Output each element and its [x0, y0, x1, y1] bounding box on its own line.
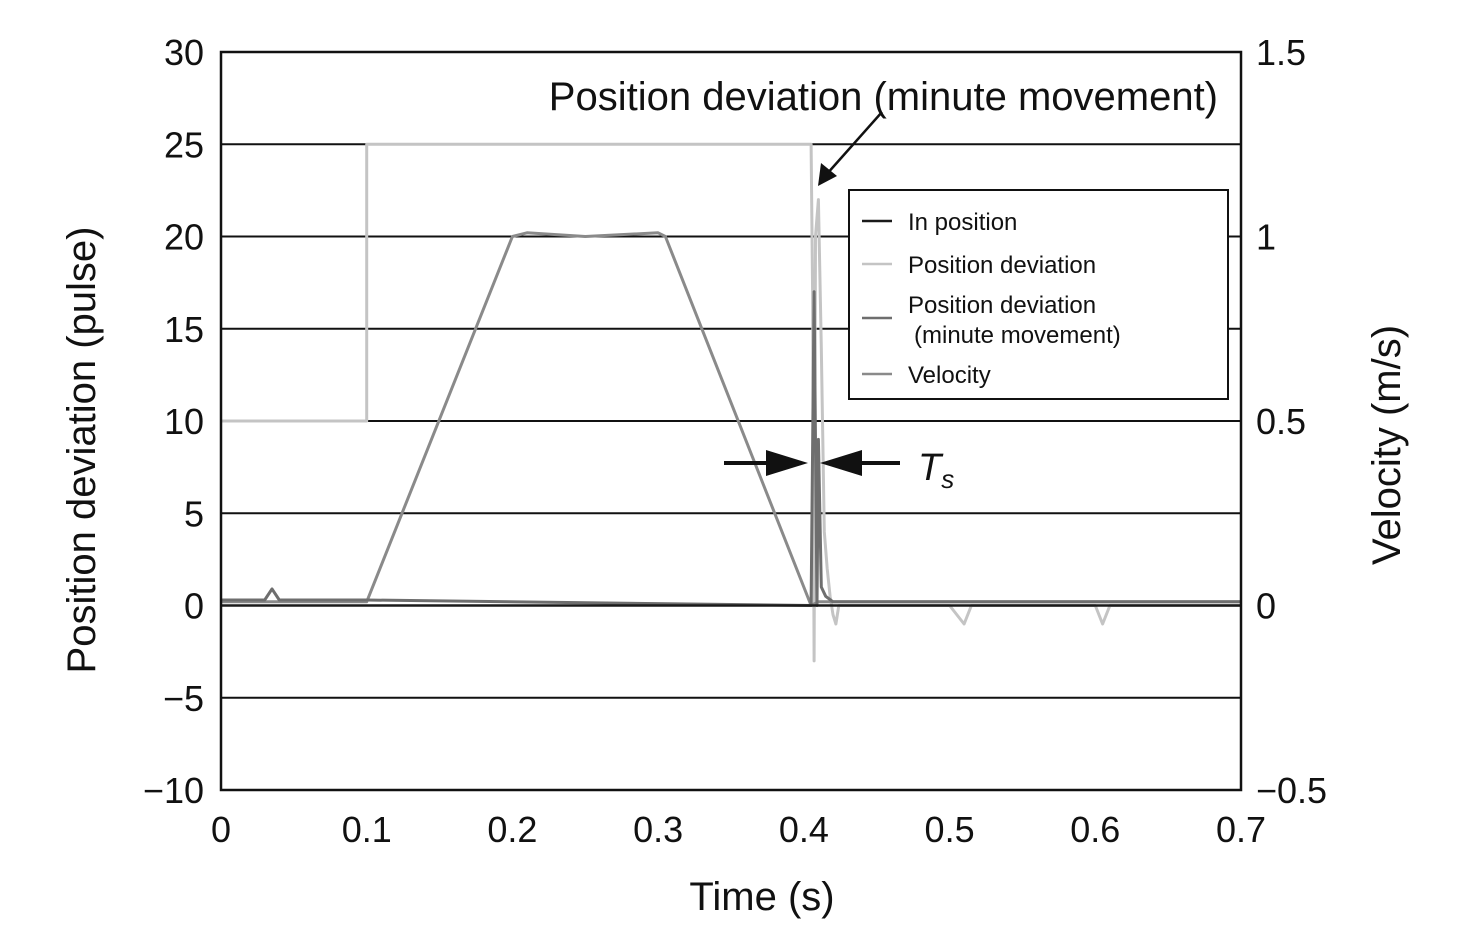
- legend-label-minute-movement: Position deviation (minute movement): [908, 292, 1121, 349]
- y-tick-label: −5: [163, 678, 204, 719]
- y-tick-label: 30: [164, 32, 204, 73]
- y-tick-label: 15: [164, 309, 204, 350]
- annotation-arrow-line: [825, 111, 883, 176]
- x-tick-label: 0.1: [342, 809, 392, 850]
- x-tick-label: 0.5: [925, 809, 975, 850]
- y-tick-label: 10: [164, 401, 204, 442]
- series-line-position-deviation-minute-movement: [221, 290, 1241, 607]
- y-tick-label: 25: [164, 124, 204, 165]
- legend-box: [848, 189, 1229, 400]
- x-tick-label: 0: [211, 809, 231, 850]
- x-tick-label: 0.3: [633, 809, 683, 850]
- x-tick-label: 0.6: [1070, 809, 1120, 850]
- ts-label: Ts: [918, 447, 954, 494]
- legend-label-velocity: Velocity: [908, 362, 991, 389]
- y-tick-label: 0: [184, 586, 204, 627]
- y-tick-label: 5: [184, 493, 204, 534]
- y2-tick-label: 0.5: [1256, 401, 1306, 442]
- ts-annotation: Ts: [724, 447, 954, 494]
- series-layer: [221, 142, 1241, 663]
- legend-label-in-position: In position: [908, 209, 1017, 236]
- x-axis-title: Time (s): [689, 875, 834, 919]
- ts-arrow-left-head: [766, 450, 808, 476]
- y2-axis-title: Velocity (m/s): [1365, 325, 1409, 565]
- annotation-arrow-head: [818, 163, 837, 186]
- y2-tick-label: −0.5: [1256, 770, 1327, 811]
- plot-frame: [219, 50, 1243, 792]
- y-tick-label: −10: [143, 770, 204, 811]
- y-axis-title: Position deviation (pulse): [60, 227, 104, 674]
- legend: In position Position deviation Position …: [848, 189, 1229, 400]
- series-line-velocity: [221, 231, 1241, 607]
- legend-label-line: (minute movement): [914, 322, 1121, 349]
- y2-tick-label: 1: [1256, 217, 1276, 258]
- x-tick-label: 0.7: [1216, 809, 1266, 850]
- legend-label-position-deviation: Position deviation: [908, 252, 1096, 279]
- annotation-minute-movement: Position deviation (minute movement): [549, 75, 1218, 119]
- ts-label-subscript: s: [941, 464, 954, 494]
- ticks-layer: 0 0.1 0.2 0.3 0.4 0.5 0.6 0.7302520151050−5−101…: [143, 32, 1327, 850]
- y2-tick-label: 0: [1256, 586, 1276, 627]
- ts-arrow-right-head: [820, 450, 862, 476]
- x-tick-label: 0.2: [487, 809, 537, 850]
- grid: [221, 51, 1241, 791]
- y2-tick-label: 1.5: [1256, 32, 1306, 73]
- y-tick-label: 20: [164, 217, 204, 258]
- x-tick-label: 0.4: [779, 809, 829, 850]
- legend-label-line: Position deviation: [908, 292, 1096, 319]
- ts-label-main: T: [918, 447, 944, 489]
